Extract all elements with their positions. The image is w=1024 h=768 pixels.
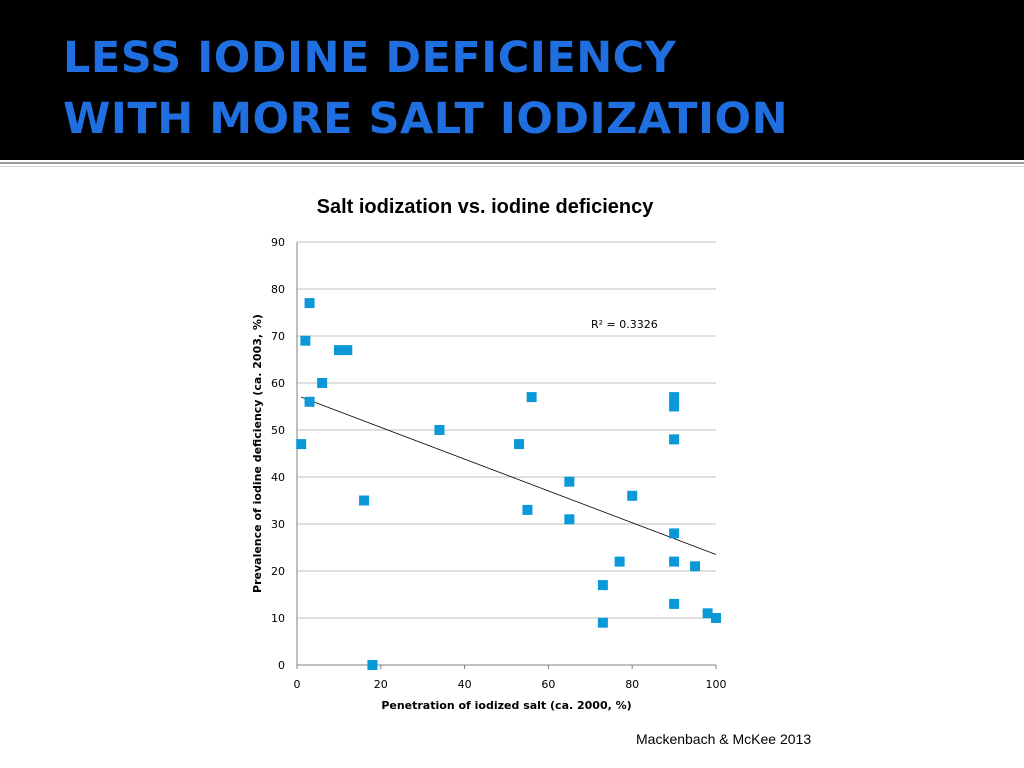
x-tick-label: 0 bbox=[294, 678, 301, 691]
y-tick-label: 70 bbox=[271, 330, 285, 343]
data-point bbox=[514, 439, 525, 450]
data-point bbox=[564, 514, 575, 525]
data-points bbox=[296, 298, 721, 670]
y-tick-label: 30 bbox=[271, 518, 285, 531]
header-divider bbox=[0, 162, 1024, 164]
y-tick-label: 60 bbox=[271, 377, 285, 390]
citation: Mackenbach & McKee 2013 bbox=[636, 731, 812, 747]
x-tick-label: 100 bbox=[706, 678, 727, 691]
y-tick-label: 0 bbox=[278, 659, 285, 672]
data-point bbox=[359, 495, 370, 506]
data-point bbox=[434, 425, 445, 435]
data-point bbox=[333, 345, 344, 356]
data-point bbox=[522, 504, 533, 515]
trendline bbox=[301, 396, 717, 555]
data-point bbox=[564, 476, 575, 487]
axes bbox=[296, 242, 717, 669]
x-tick-label: 80 bbox=[625, 678, 639, 691]
chart-title: Salt iodization vs. iodine deficiency bbox=[316, 196, 654, 218]
y-tick-label: 90 bbox=[271, 236, 285, 249]
data-point bbox=[690, 561, 701, 572]
data-point bbox=[669, 598, 680, 609]
data-point bbox=[702, 608, 713, 619]
y-tick-label: 10 bbox=[271, 612, 285, 625]
data-point bbox=[614, 556, 625, 567]
data-point bbox=[669, 392, 680, 403]
x-tick-label: 20 bbox=[374, 678, 388, 691]
x-tick-label: 60 bbox=[541, 678, 555, 691]
y-axis-title: Prevalence of iodine deficiency (ca. 200… bbox=[251, 314, 264, 593]
slide-title-line-2: WITH MORE SALT IODIZATION bbox=[63, 94, 789, 144]
data-point bbox=[711, 613, 721, 623]
slide-title-line-1: LESS IODINE DEFICIENCY bbox=[63, 33, 677, 83]
y-tick-label: 20 bbox=[271, 565, 285, 578]
data-point bbox=[669, 528, 680, 539]
data-point bbox=[669, 556, 680, 567]
slide-header: LESS IODINE DEFICIENCY WITH MORE SALT IO… bbox=[0, 0, 1024, 160]
data-point bbox=[317, 378, 328, 388]
data-point bbox=[296, 439, 307, 450]
y-tick-label: 50 bbox=[271, 424, 285, 437]
y-tick-label: 40 bbox=[271, 471, 285, 484]
data-point bbox=[367, 660, 378, 670]
data-point bbox=[627, 490, 638, 501]
r-squared-label: R² = 0.3326 bbox=[591, 318, 658, 331]
x-tick-label: 40 bbox=[458, 678, 472, 691]
data-point bbox=[597, 617, 608, 628]
data-point bbox=[342, 345, 353, 356]
trendline-group bbox=[301, 396, 717, 555]
x-axis-title: Penetration of iodized salt (ca. 2000, %… bbox=[381, 699, 631, 712]
data-point bbox=[304, 396, 315, 407]
header-divider-light bbox=[0, 166, 1024, 167]
data-point bbox=[669, 434, 680, 445]
data-point bbox=[669, 401, 680, 412]
y-tick-label: 80 bbox=[271, 283, 285, 296]
data-point bbox=[300, 335, 311, 346]
data-point bbox=[526, 392, 537, 403]
gridlines bbox=[297, 241, 716, 619]
data-point bbox=[304, 298, 315, 309]
axis-labels: 0 10 20 30 40 50 60 70 80 90 0 20 40 60 80 100 Penetrati… bbox=[251, 236, 727, 712]
data-point bbox=[597, 580, 608, 591]
